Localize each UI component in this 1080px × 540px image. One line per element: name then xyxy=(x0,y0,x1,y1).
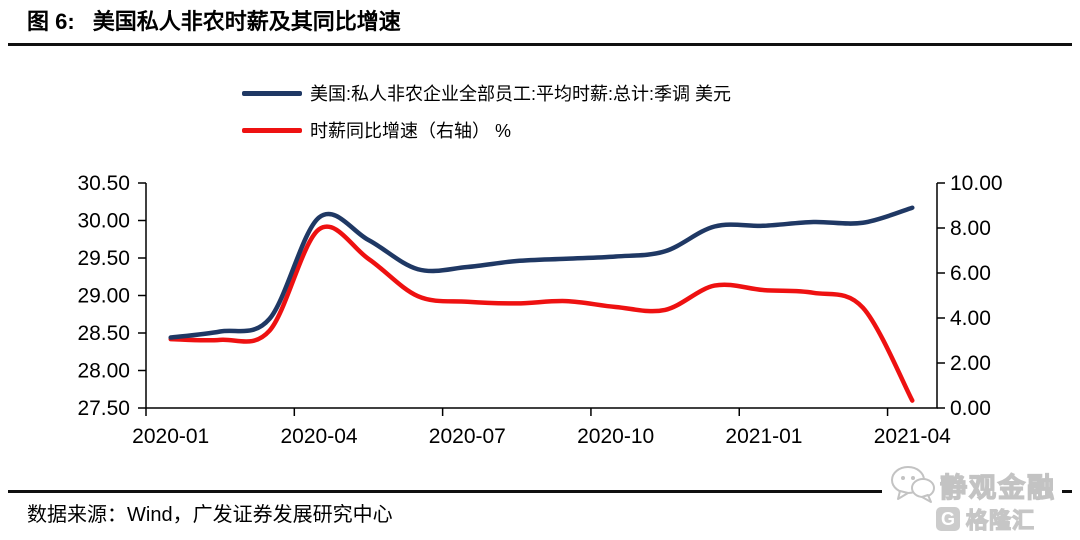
legend-item-yoy: 时薪同比增速（右轴） % xyxy=(242,119,511,141)
svg-text:2.00: 2.00 xyxy=(950,352,991,375)
svg-text:6.00: 6.00 xyxy=(950,262,991,285)
svg-text:2020-04: 2020-04 xyxy=(280,425,357,448)
svg-text:2020-07: 2020-07 xyxy=(429,425,506,448)
legend-label-yoy: 时薪同比增速（右轴） % xyxy=(310,121,512,141)
svg-text:29.50: 29.50 xyxy=(77,247,130,270)
svg-text:2021-04: 2021-04 xyxy=(874,425,951,448)
wechat-icon xyxy=(891,466,935,503)
svg-text:28.00: 28.00 xyxy=(77,360,130,383)
svg-text:0.00: 0.00 xyxy=(950,397,991,420)
svg-text:28.50: 28.50 xyxy=(77,322,130,345)
svg-text:2020-10: 2020-10 xyxy=(577,425,654,448)
svg-text:30.50: 30.50 xyxy=(77,172,130,195)
bottom-divider xyxy=(8,490,1072,493)
svg-text:10.00: 10.00 xyxy=(950,172,1003,195)
wage-line-swatch xyxy=(242,90,302,96)
legend-item-wage: 美国:私人非农企业全部员工:平均时薪:总计:季调 美元 xyxy=(242,82,731,104)
figure-number: 图 6: xyxy=(27,9,75,34)
legend-label-wage: 美国:私人非农企业全部员工:平均时薪:总计:季调 美元 xyxy=(310,84,732,104)
svg-text:30.00: 30.00 xyxy=(77,210,130,233)
svg-text:8.00: 8.00 xyxy=(950,217,991,240)
figure-title-text: 美国私人非农时薪及其同比增速 xyxy=(92,9,401,34)
gelonghui-text: 格隆汇 xyxy=(965,507,1036,533)
gelonghui-icon: G xyxy=(936,507,960,531)
watermark: 静观金融 xyxy=(882,464,1062,506)
svg-text:2021-01: 2021-01 xyxy=(725,425,802,448)
watermark-text: 静观金融 xyxy=(939,472,1056,503)
yoy-line-swatch xyxy=(242,127,302,133)
data-source-text: 数据来源：Wind，广发证券发展研究中心 xyxy=(27,504,393,526)
gelonghui-logo: G 格隆汇 xyxy=(936,503,1035,535)
svg-text:27.50: 27.50 xyxy=(77,397,130,420)
svg-text:4.00: 4.00 xyxy=(950,307,991,330)
svg-text:29.00: 29.00 xyxy=(77,285,130,308)
svg-text:2020-01: 2020-01 xyxy=(132,425,209,448)
title-divider xyxy=(8,43,1072,46)
figure-title: 图 6: 美国私人非农时薪及其同比增速 xyxy=(27,6,401,38)
data-source: 数据来源：Wind，广发证券发展研究中心 xyxy=(27,500,393,530)
